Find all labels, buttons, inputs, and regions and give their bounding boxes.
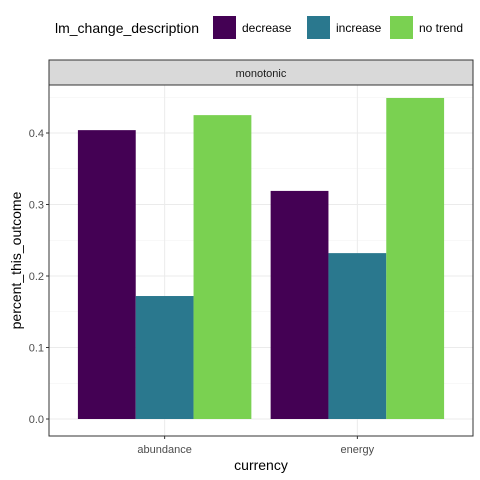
y-tick-label: 0.4 <box>29 128 44 140</box>
y-tick-label: 0.1 <box>29 343 44 355</box>
bar-energy-decrease <box>270 190 329 419</box>
legend-label: no trend <box>419 21 463 35</box>
bar-abundance-no-trend <box>193 115 252 419</box>
y-tick-label: 0.2 <box>29 271 44 283</box>
legend-label: increase <box>336 21 382 35</box>
y-tick-label: 0.3 <box>29 200 44 212</box>
bar-abundance-decrease <box>77 130 136 419</box>
legend-key-increase <box>307 16 330 39</box>
facet-strip-label: monotonic <box>236 68 287 80</box>
facet-strip: monotonic <box>48 59 474 86</box>
y-tick-label: 0.0 <box>29 414 44 426</box>
x-tick-label: abundance <box>137 444 191 456</box>
panel-border <box>48 84 474 437</box>
facet-strip-background <box>48 59 474 86</box>
x-axis: abundance energy <box>137 436 375 456</box>
bar-abundance-increase <box>135 296 194 419</box>
x-axis-title: currency <box>234 457 288 473</box>
legend: lm_change_description decrease increase no… <box>55 16 463 39</box>
legend-label: decrease <box>242 21 292 35</box>
bar-energy-increase <box>328 253 387 419</box>
legend-key-no-trend <box>390 16 413 39</box>
legend-key-decrease <box>213 16 236 39</box>
plot-panel <box>48 84 474 437</box>
legend-title: lm_change_description <box>55 20 199 36</box>
y-axis: 0.0 0.1 0.2 0.3 0.4 <box>29 128 49 426</box>
x-tick-label: energy <box>341 444 375 456</box>
y-axis-title: percent_this_outcome <box>8 191 24 329</box>
bar-energy-no-trend <box>386 97 445 419</box>
bars <box>77 97 445 419</box>
